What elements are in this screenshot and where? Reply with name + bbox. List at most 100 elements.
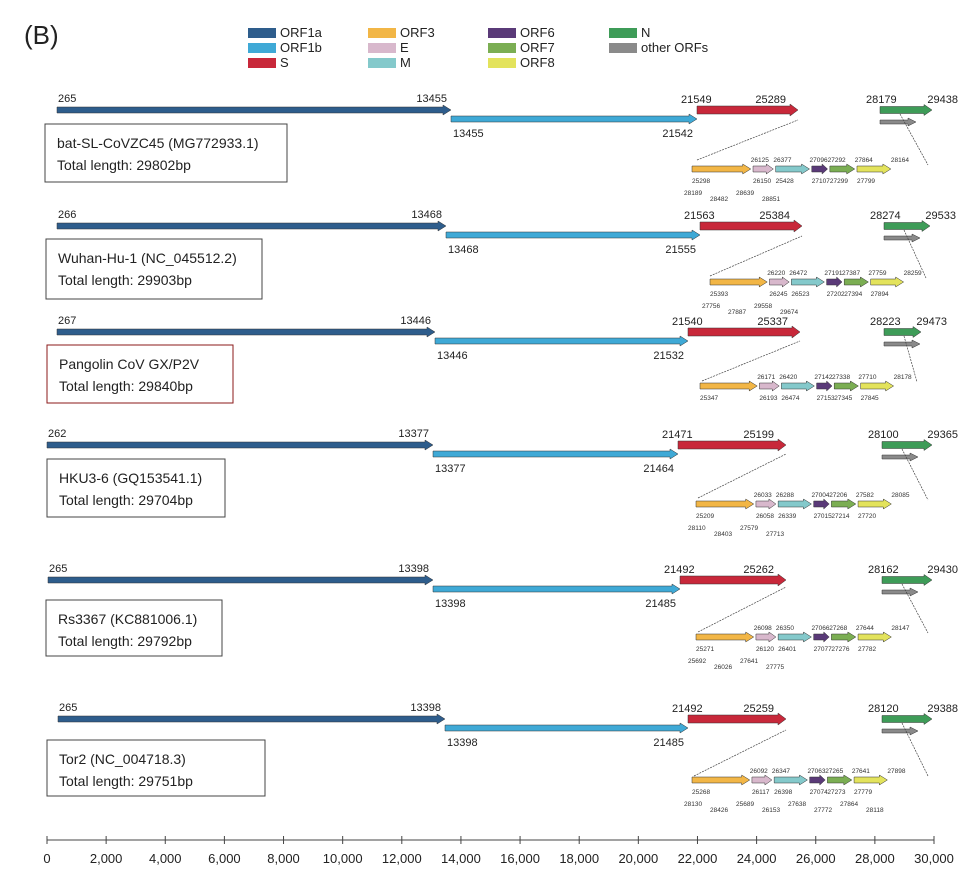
orf1b-end-label: 21532 <box>653 350 684 362</box>
orf1a-arrow <box>47 574 434 586</box>
coord-tiny-label: 25268 <box>692 789 710 796</box>
coord-tiny-label: 26171 <box>757 374 775 381</box>
genome-info-box <box>46 458 226 518</box>
orf1a-arrow <box>56 326 436 338</box>
coord-tiny-label: 25271 <box>696 646 714 653</box>
coord-tiny-label: 27779 <box>854 789 872 796</box>
orf1b-start-label: 13468 <box>448 244 479 256</box>
other-orf-arrow <box>879 117 917 127</box>
other-orf-arrow <box>881 726 919 736</box>
coord-tiny-label: 28178 <box>894 374 912 381</box>
coord-tiny-label: 27202 <box>827 291 845 298</box>
coord-tiny-label: 27582 <box>856 492 874 499</box>
accessory-orf7-arrow <box>827 774 853 786</box>
coord-tiny-label: 27782 <box>858 646 876 653</box>
accessory-orf3-arrow <box>691 163 752 175</box>
accessory-m-arrow <box>777 631 812 643</box>
n-end-label: 29473 <box>916 316 947 328</box>
n-start-label: 28162 <box>868 564 899 576</box>
s-gene-arrow <box>679 573 787 587</box>
x-axis: 0 2,000 4,000 6,000 8,000 10,000 12,000 14,000 1… <box>43 836 954 866</box>
s-start-label: 21563 <box>684 210 715 222</box>
n-start-label: 28179 <box>866 94 897 106</box>
orf1b-end-label: 21555 <box>665 244 696 256</box>
coord-tiny-label: 28147 <box>891 625 909 632</box>
accessory-orf7-arrow <box>831 498 857 510</box>
coord-tiny-label: 27206 <box>829 492 847 499</box>
coord-tiny-label: 28189 <box>684 190 702 197</box>
coord-tiny-label: 27107 <box>812 178 830 185</box>
coord-tiny-label: 27265 <box>825 768 843 775</box>
orf1a-start-label: 265 <box>49 563 67 575</box>
coord-tiny-label: 26288 <box>776 492 794 499</box>
legend-swatch-orf3 <box>368 28 396 38</box>
coord-tiny-label: 25428 <box>776 178 794 185</box>
axis-tick-label: 28,000 <box>855 851 895 866</box>
coord-tiny-label: 27063 <box>807 768 825 775</box>
coord-tiny-label: 27898 <box>887 768 905 775</box>
other-orf-arrow <box>881 452 919 462</box>
axis-tick-label: 14,000 <box>441 851 481 866</box>
coord-tiny-label: 25393 <box>710 291 728 298</box>
orf1a-end-label: 13468 <box>411 209 442 221</box>
accessory-orf8-arrow <box>870 276 905 288</box>
orf1b-end-label: 21542 <box>662 128 693 140</box>
orf1a-arrow <box>56 104 452 116</box>
axis-tick-label: 18,000 <box>559 851 599 866</box>
genome-total-length: Total length: 29751bp <box>59 773 193 789</box>
accessory-orf3-arrow <box>695 498 755 510</box>
other-orf-arrow <box>881 587 919 597</box>
genome-rows: 265 13455 13455 21542 21549 25289 28179 29438 ba… <box>44 93 958 814</box>
coord-tiny-label: 27775 <box>766 664 784 671</box>
genome-info-box <box>46 344 234 404</box>
coord-tiny-label: 25347 <box>700 395 718 402</box>
s-start-label: 21492 <box>672 703 703 715</box>
s-start-label: 21471 <box>662 429 693 441</box>
coord-tiny-label: 27759 <box>868 270 886 277</box>
coord-tiny-label: 27394 <box>844 291 862 298</box>
zoom-line <box>901 583 929 634</box>
zoom-line <box>709 235 803 277</box>
coord-tiny-label: 27191 <box>824 270 842 277</box>
coord-tiny-label: 26026 <box>714 664 732 671</box>
zoom-line <box>903 335 918 383</box>
coord-tiny-label: 27720 <box>858 513 876 520</box>
coord-tiny-label: 27299 <box>830 178 848 185</box>
axis-tick-label: 6,000 <box>208 851 241 866</box>
zoom-line <box>901 448 929 501</box>
coord-tiny-label: 28130 <box>684 801 702 808</box>
legend-label-s: S <box>280 55 289 70</box>
coord-tiny-label: 28164 <box>891 157 909 164</box>
orf1a-start-label: 262 <box>48 428 66 440</box>
accessory-e-arrow <box>755 498 777 510</box>
accessory-orf7-arrow <box>829 163 856 175</box>
genome-name: bat-SL-CoVZC45 (MG772933.1) <box>57 135 259 151</box>
s-gene-arrow <box>687 325 801 339</box>
coord-tiny-label: 25209 <box>696 513 714 520</box>
orf1b-start-label: 13455 <box>453 128 484 140</box>
n-end-label: 29438 <box>927 94 958 106</box>
coord-tiny-label: 27096 <box>810 157 828 164</box>
coord-tiny-label: 26377 <box>773 157 791 164</box>
coord-tiny-label: 27579 <box>740 525 758 532</box>
s-start-label: 21540 <box>672 316 703 328</box>
legend-swatch-orf1b <box>248 43 276 53</box>
genome-total-length: Total length: 29802bp <box>57 157 191 173</box>
axis-tick-label: 22,000 <box>678 851 718 866</box>
coord-tiny-label: 27644 <box>856 625 874 632</box>
n-start-label: 28120 <box>868 703 899 715</box>
accessory-orf8-arrow <box>857 631 892 643</box>
coord-tiny-label: 28426 <box>710 807 728 814</box>
genome-name: Pangolin CoV GX/P2V <box>59 356 200 372</box>
zoom-line <box>899 113 929 166</box>
coord-tiny-label: 29674 <box>780 309 798 316</box>
orf1b-start-label: 13398 <box>435 598 466 610</box>
orf1a-start-label: 265 <box>58 93 76 105</box>
axis-tick-label: 2,000 <box>90 851 123 866</box>
coord-tiny-label: 28482 <box>710 196 728 203</box>
coord-tiny-label: 26120 <box>756 646 774 653</box>
genome-row: 267 13446 13446 21532 21540 25337 28223 29473 Pa… <box>46 315 947 404</box>
s-end-label: 25384 <box>759 210 790 222</box>
coord-tiny-label: 27772 <box>814 807 832 814</box>
